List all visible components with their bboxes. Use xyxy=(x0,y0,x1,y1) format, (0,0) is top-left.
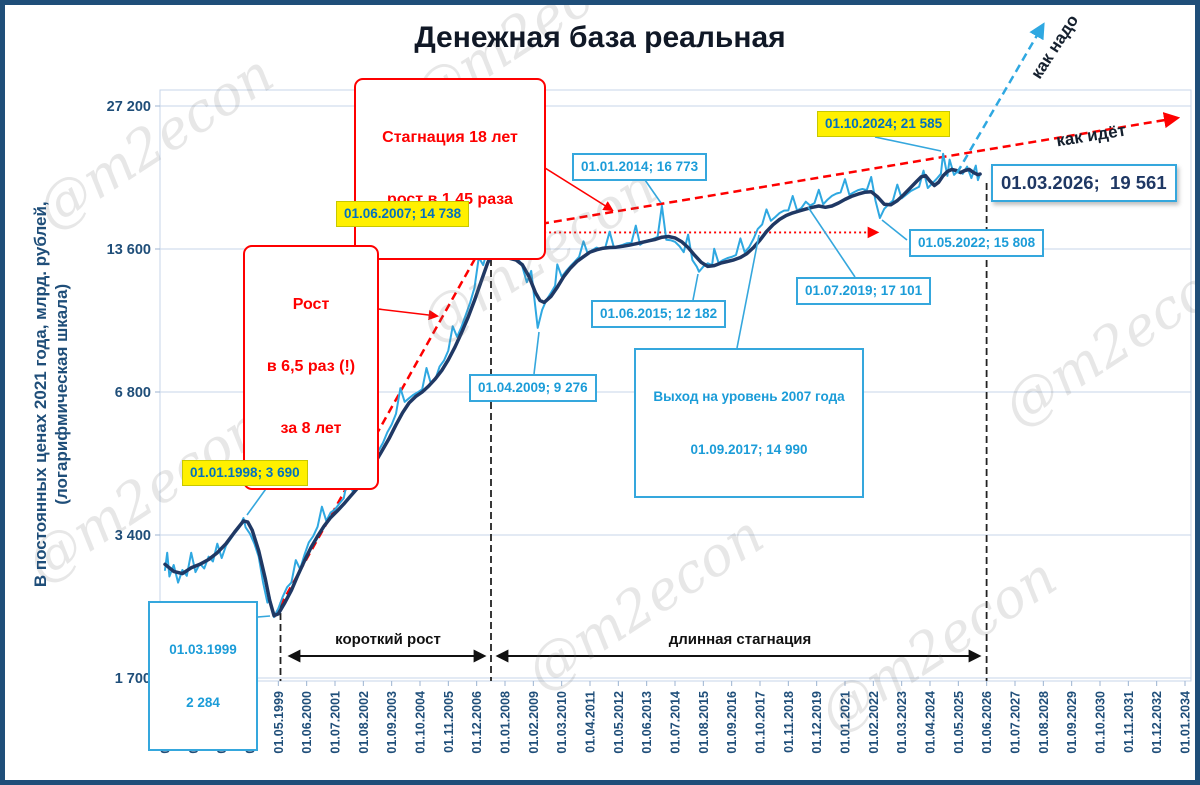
callout-stagnation: Стагнация 18 лет рост в 1,45 раза xyxy=(354,78,546,261)
y-axis-label-line1: В постоянных ценах 2021 года, млрд. рубл… xyxy=(30,201,50,588)
svg-text:01.06.2026: 01.06.2026 xyxy=(980,691,994,754)
label-1999: 01.03.1999 2 284 xyxy=(148,601,258,752)
callout-growth-line2: в 6,5 раз (!) xyxy=(266,357,356,375)
label-2007-peak: 01.06.2007; 14 738 xyxy=(336,201,470,227)
svg-text:01.09.2016: 01.09.2016 xyxy=(725,691,739,754)
svg-text:01.01.2021: 01.01.2021 xyxy=(839,691,853,754)
svg-text:01.12.2019: 01.12.2019 xyxy=(810,691,824,754)
svg-text:01.01.2008: 01.01.2008 xyxy=(499,691,513,754)
svg-text:01.03.2023: 01.03.2023 xyxy=(895,691,909,754)
svg-text:01.09.2003: 01.09.2003 xyxy=(385,691,399,754)
callout-stagnation-line1: Стагнация 18 лет xyxy=(382,128,518,146)
label-2022: 01.05.2022; 15 808 xyxy=(909,229,1045,257)
label-2017-line2: 01.09.2017; 14 990 xyxy=(690,441,808,457)
svg-text:01.10.2004: 01.10.2004 xyxy=(414,691,428,754)
svg-text:13 600: 13 600 xyxy=(107,242,151,258)
svg-text:01.07.2014: 01.07.2014 xyxy=(669,691,683,754)
label-2014: 01.01.2014; 16 773 xyxy=(572,153,708,181)
period-short-growth: короткий рост xyxy=(335,631,441,648)
svg-text:01.11.2005: 01.11.2005 xyxy=(442,691,456,753)
svg-text:01.04.2024: 01.04.2024 xyxy=(924,691,938,754)
svg-text:01.06.2013: 01.06.2013 xyxy=(640,691,654,754)
svg-text:01.08.2002: 01.08.2002 xyxy=(357,691,371,754)
callout-growth: Рост в 6,5 раз (!) за 8 лет xyxy=(243,245,379,490)
svg-text:01.09.2029: 01.09.2029 xyxy=(1065,691,1079,754)
svg-text:01.05.2012: 01.05.2012 xyxy=(612,691,626,754)
label-1999-line1: 01.03.1999 xyxy=(169,642,237,658)
svg-text:01.02.2009: 01.02.2009 xyxy=(527,691,541,754)
svg-text:01.08.2015: 01.08.2015 xyxy=(697,691,711,754)
svg-text:01.07.2001: 01.07.2001 xyxy=(329,691,343,754)
label-2017-line1: Выход на уровень 2007 года xyxy=(653,389,845,405)
svg-text:01.06.2000: 01.06.2000 xyxy=(300,691,314,754)
svg-text:01.12.2006: 01.12.2006 xyxy=(470,691,484,754)
y-axis-label: В постоянных ценах 2021 года, млрд. рубл… xyxy=(30,94,73,694)
label-2024-peak: 01.10.2024; 21 585 xyxy=(817,111,951,137)
svg-text:01.03.2010: 01.03.2010 xyxy=(555,691,569,754)
label-2015: 01.06.2015; 12 182 xyxy=(591,300,727,328)
svg-text:01.11.2018: 01.11.2018 xyxy=(782,691,796,753)
y-axis-label-line2: (логарифмическая шкала) xyxy=(52,283,71,505)
label-1998-peak: 01.01.1998; 3 690 xyxy=(182,460,308,486)
svg-text:01.05.1999: 01.05.1999 xyxy=(272,691,286,754)
label-2017: Выход на уровень 2007 года 01.09.2017; 1… xyxy=(634,348,864,499)
svg-text:01.08.2028: 01.08.2028 xyxy=(1037,691,1051,754)
svg-text:01.05.2025: 01.05.2025 xyxy=(952,691,966,754)
svg-text:01.11.2031: 01.11.2031 xyxy=(1122,691,1136,753)
callout-growth-line1: Рост xyxy=(292,295,330,313)
svg-text:3 400: 3 400 xyxy=(115,528,151,544)
svg-text:01.04.2011: 01.04.2011 xyxy=(584,691,598,753)
svg-text:27 200: 27 200 xyxy=(107,99,151,115)
svg-text:01.10.2030: 01.10.2030 xyxy=(1094,691,1108,754)
period-long-stagnation: длинная стагнация xyxy=(668,631,812,648)
label-2009: 01.04.2009; 9 276 xyxy=(469,374,597,402)
label-2019: 01.07.2019; 17 101 xyxy=(796,277,932,305)
svg-text:1 700: 1 700 xyxy=(115,671,151,687)
svg-text:01.10.2017: 01.10.2017 xyxy=(754,691,768,754)
svg-text:01.02.2022: 01.02.2022 xyxy=(867,691,881,754)
svg-text:01.07.2027: 01.07.2027 xyxy=(1009,691,1023,754)
label-latest-value: 01.03.2026; 19 561 xyxy=(991,164,1177,203)
svg-text:01.01.2034: 01.01.2034 xyxy=(1179,691,1193,754)
chart-title: Денежная база реальная xyxy=(414,21,786,54)
svg-text:6 800: 6 800 xyxy=(115,385,151,401)
callout-growth-line3: за 8 лет xyxy=(280,420,342,438)
label-1999-line2: 2 284 xyxy=(186,694,220,710)
svg-text:01.12.2032: 01.12.2032 xyxy=(1150,691,1164,754)
